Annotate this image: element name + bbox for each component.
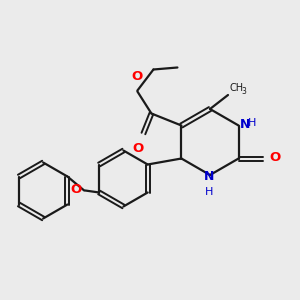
Text: O: O [132,70,143,83]
Text: O: O [70,183,81,196]
Text: N: N [204,170,214,184]
Text: N: N [240,118,250,131]
Text: H: H [205,187,213,197]
Text: O: O [270,151,281,164]
Text: H: H [248,118,256,128]
Text: 3: 3 [241,87,246,96]
Text: O: O [133,142,144,154]
Text: CH: CH [230,83,244,93]
